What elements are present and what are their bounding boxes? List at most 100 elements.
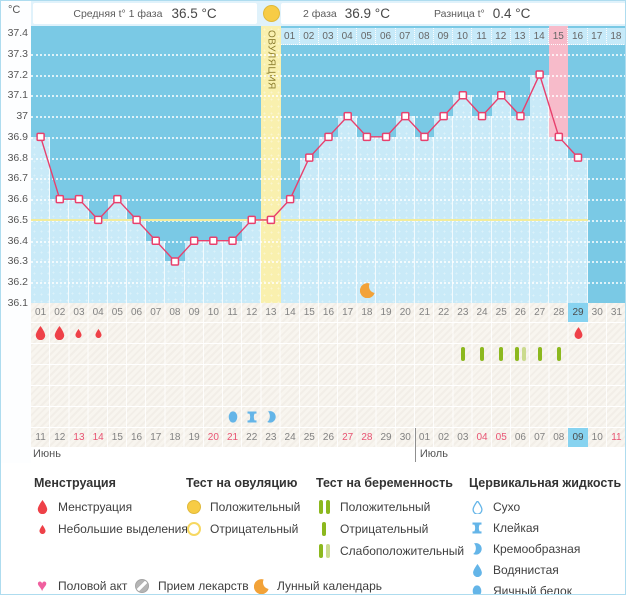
cycle-day-cell[interactable]: 29: [568, 303, 588, 322]
cycle-day-cell[interactable]: 17: [342, 307, 354, 318]
calendar-date-cell[interactable]: 25: [303, 432, 315, 443]
cycle-day-cell[interactable]: 23: [457, 307, 469, 318]
calendar-date-cell[interactable]: 24: [284, 432, 296, 443]
cycle-day-cell[interactable]: 05: [111, 307, 123, 318]
cycle-day-cell[interactable]: 01: [35, 307, 47, 318]
cycle-day-cell[interactable]: 04: [92, 307, 104, 318]
day-column[interactable]: [280, 199, 300, 303]
calendar-date-cell[interactable]: 19: [188, 432, 200, 443]
cycle-day-cell[interactable]: 10: [207, 307, 219, 318]
cycle-day-cell[interactable]: 28: [553, 307, 565, 318]
calendar-date-cell[interactable]: 13: [73, 432, 85, 443]
day-column[interactable]: [338, 116, 358, 303]
day-column[interactable]: [146, 240, 166, 303]
cycle-day-cell[interactable]: 20: [399, 307, 411, 318]
calendar-date-cell[interactable]: 23: [265, 432, 277, 443]
calendar-date-cell[interactable]: 26: [322, 432, 335, 443]
calendar-date-cell[interactable]: 07: [534, 432, 546, 443]
cycle-day-cell[interactable]: 21: [418, 307, 431, 318]
cycle-day-cell[interactable]: 31: [610, 307, 622, 318]
cycle-day-cell[interactable]: 14: [284, 307, 296, 318]
calendar-date-cell[interactable]: 02: [438, 432, 450, 443]
calendar-date-cell[interactable]: 17: [150, 432, 162, 443]
day-column[interactable]: [184, 240, 204, 303]
temp-point: [93, 215, 103, 225]
legend-group-title: Цервикальная жидкость: [469, 476, 622, 490]
day-column[interactable]: [69, 199, 89, 303]
y-axis-tick-label: 36.6: [7, 193, 28, 206]
calendar-date-cell[interactable]: 20: [207, 432, 219, 443]
cycle-day-cell[interactable]: 26: [514, 307, 526, 318]
phase2-day-cell: 08: [414, 28, 435, 45]
day-column[interactable]: [568, 157, 588, 303]
y-axis-tick-label: 36.4: [7, 234, 28, 247]
calendar-date-cell[interactable]: 11: [611, 432, 622, 443]
cycle-day-cell[interactable]: 13: [265, 307, 277, 318]
cycle-day-cell[interactable]: 27: [534, 307, 546, 318]
drop-filled-icon: [472, 563, 483, 577]
day-column[interactable]: [107, 199, 127, 303]
cycle-day-cell[interactable]: 12: [246, 307, 258, 318]
calendar-date-cell[interactable]: 22: [246, 432, 258, 443]
expected-period-column: [549, 26, 569, 137]
day-column[interactable]: [222, 240, 243, 303]
cycle-day-cell[interactable]: 11: [227, 307, 238, 318]
day-column[interactable]: [203, 240, 223, 303]
day-column[interactable]: [395, 116, 415, 303]
calendar-date-cell[interactable]: 15: [111, 432, 123, 443]
calendar-date-cell[interactable]: 18: [169, 432, 181, 443]
phase2-day-cell: 16: [568, 28, 588, 45]
temp-point: [132, 215, 141, 225]
gridline: [31, 116, 625, 119]
legend-item: Слабоположительный: [316, 544, 464, 558]
calendar-date-cell[interactable]: 14: [92, 432, 104, 443]
cycle-day-cell[interactable]: 09: [188, 307, 200, 318]
temp-point: [401, 111, 410, 121]
cycle-day-cell[interactable]: 02: [54, 307, 66, 318]
calendar-date-cell[interactable]: 29: [380, 432, 392, 443]
cycle-day-cell[interactable]: 19: [380, 307, 392, 318]
day-column[interactable]: [50, 199, 70, 303]
calendar-date-cell[interactable]: 09: [568, 428, 588, 447]
calendar-date-cell[interactable]: 08: [553, 432, 565, 443]
calendar-date-cell[interactable]: 03: [457, 432, 469, 443]
phase2-summary: 2 фаза 36.9 °C Разница t° 0.4 °C: [281, 3, 625, 24]
temp-point: [247, 215, 256, 225]
cycle-day-cell[interactable]: 16: [322, 307, 335, 318]
calendar-date-cell[interactable]: 30: [399, 432, 411, 443]
calendar-date-cell[interactable]: 21: [226, 432, 239, 443]
cycle-day-cell[interactable]: 08: [169, 307, 181, 318]
cycle-day-cell[interactable]: 15: [303, 307, 315, 318]
y-axis-tick-label: 36.8: [7, 151, 28, 164]
cycle-day-cell[interactable]: 07: [150, 307, 162, 318]
cycle-day-cell[interactable]: 24: [476, 307, 488, 318]
phase2-day-cell: 13: [510, 28, 531, 45]
calendar-date-cell[interactable]: 10: [591, 432, 603, 443]
calendar-date-cell[interactable]: 16: [130, 432, 143, 443]
calendar-date-cell[interactable]: 05: [495, 432, 507, 443]
y-axis-tick-label: 37: [16, 110, 28, 123]
cycle-day-cell[interactable]: 18: [361, 307, 373, 318]
y-axis: °C 37.4 37.3 37.2 37.1 37 36.9 36.8 36.7 36.6 36.…: [1, 1, 31, 463]
calendar-date-cell[interactable]: 11: [35, 432, 46, 443]
calendar-date-cell[interactable]: 27: [342, 432, 354, 443]
temp-diff-value: 0.4 °C: [492, 6, 531, 21]
cycle-day-cell[interactable]: 30: [591, 307, 603, 318]
cycle-day-cell[interactable]: 22: [438, 307, 450, 318]
day-column[interactable]: [530, 74, 550, 303]
day-column[interactable]: [434, 116, 454, 303]
day-column[interactable]: [299, 157, 319, 303]
legend-item: Положительный: [316, 500, 464, 514]
day-column[interactable]: [472, 116, 492, 303]
calendar-date-cell[interactable]: 06: [514, 432, 526, 443]
calendar-date-cell[interactable]: 28: [361, 432, 373, 443]
calendar-date-cell[interactable]: 01: [418, 432, 431, 443]
cycle-day-cell[interactable]: 03: [73, 307, 85, 318]
cycle-day-cell[interactable]: 25: [495, 307, 507, 318]
phase2-value: 36.9 °C: [344, 6, 390, 21]
calendar-date-cell[interactable]: 12: [54, 432, 66, 443]
legend-item-label: Кремообразная: [493, 542, 581, 556]
day-column[interactable]: [510, 116, 531, 303]
calendar-date-cell[interactable]: 04: [476, 432, 488, 443]
cycle-day-cell[interactable]: 06: [130, 307, 143, 318]
